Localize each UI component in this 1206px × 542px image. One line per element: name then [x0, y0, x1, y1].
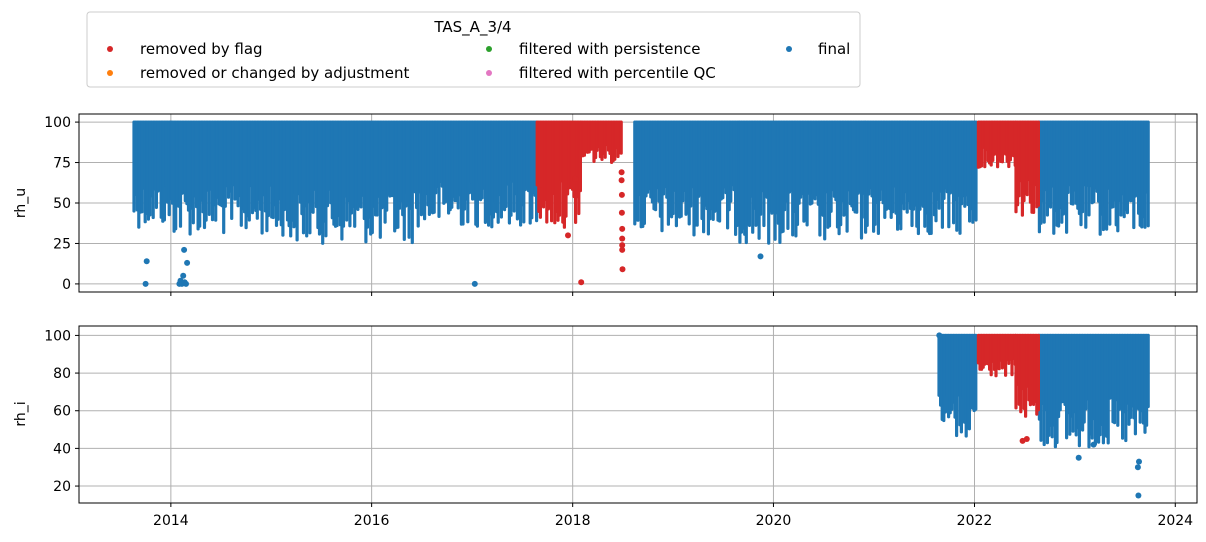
y-tick-label: 20 — [53, 479, 71, 495]
scatter-point-removed-by-flag — [619, 246, 626, 253]
y-tick-label: 50 — [53, 196, 71, 212]
legend-label-percentile: filtered with percentile QC — [519, 64, 716, 82]
scatter-point-final — [183, 280, 189, 287]
x-tick-label: 2018 — [555, 513, 591, 529]
subplot-rh-u-marks — [132, 120, 1150, 287]
scatter-point-final — [1135, 492, 1142, 499]
y-tick-label: 100 — [44, 328, 71, 344]
x-tick-label: 2020 — [756, 513, 792, 529]
scatter-point-removed-by-flag — [619, 242, 626, 249]
legend-label-persistence: filtered with persistence — [519, 40, 700, 58]
subplot-rh-u-yticks: 0 25 50 75 100 — [44, 115, 79, 293]
y-tick-label: 0 — [62, 277, 71, 293]
scatter-point-removed-by-flag — [618, 177, 625, 184]
legend-label-removed-by-flag: removed by flag — [140, 40, 263, 58]
scatter-point-final — [1090, 441, 1097, 448]
legend-label-removed-or-changed: removed or changed by adjustment — [140, 64, 409, 82]
scatter-point-final — [181, 246, 188, 253]
y-tick-label: 40 — [53, 441, 71, 457]
x-tick-label: 2024 — [1157, 513, 1193, 529]
legend-frame — [86, 11, 861, 88]
subplot-rh-i-yticks: 20 40 60 80 100 — [44, 328, 79, 495]
subplot-rh-u: 0 25 50 75 100 rh_u — [13, 113, 1198, 296]
scatter-point-removed-by-flag — [565, 232, 571, 239]
scatter-point-removed-by-flag — [619, 266, 626, 273]
scatter-point-removed-by-flag — [618, 191, 625, 198]
y-tick-label: 60 — [53, 404, 71, 420]
subplot-rh-i: 20 40 60 80 100 2014 2016 2018 2020 2022 2024 rh_… — [13, 325, 1198, 529]
scatter-point-final — [180, 272, 187, 279]
subplot-rh-i-frame — [78, 325, 1198, 504]
scatter-point-removed-by-flag — [618, 169, 625, 176]
legend-marker-persistence — [486, 46, 492, 52]
y-tick-label: 75 — [53, 156, 71, 172]
scatter-point-final — [471, 280, 478, 287]
x-tick-label: 2022 — [957, 513, 993, 529]
subplot-rh-i-ylabel: rh_i — [13, 401, 29, 426]
legend-title: TAS_A_3/4 — [433, 18, 511, 37]
y-tick-label: 80 — [53, 366, 71, 382]
y-tick-label: 25 — [53, 236, 71, 252]
scatter-point-final — [142, 280, 149, 287]
x-tick-label: 2014 — [153, 513, 189, 529]
legend-marker-percentile — [486, 70, 492, 76]
legend: TAS_A_3/4 removed by flag removed or cha… — [86, 11, 861, 88]
scatter-point-final — [184, 259, 191, 266]
y-tick-label: 100 — [44, 115, 71, 131]
scatter-point-removed-by-flag — [619, 235, 626, 242]
subplot-rh-i-marks — [936, 332, 1150, 499]
legend-marker-removed-by-flag — [107, 46, 113, 52]
scatter-point-removed-by-flag — [618, 209, 625, 216]
scatter-point-final — [936, 332, 943, 339]
subplot-rh-u-xticks — [170, 292, 1176, 296]
legend-marker-removed-or-changed — [107, 70, 113, 76]
scatter-point-final — [1134, 464, 1141, 471]
legend-label-final: final — [818, 40, 850, 58]
legend-marker-final — [786, 46, 792, 52]
scatter-point-final — [143, 258, 150, 265]
scatter-point-final — [757, 253, 764, 260]
x-tick-label: 2016 — [354, 513, 390, 529]
scatter-point-final — [1136, 458, 1142, 465]
subplot-rh-u-ylabel: rh_u — [13, 188, 29, 218]
subplot-rh-i-xticks: 2014 2016 2018 2020 2022 2024 — [153, 503, 1193, 529]
scatter-point-removed-by-flag — [619, 225, 626, 232]
scatter-point-removed-by-flag — [572, 175, 579, 182]
scatter-point-final — [1075, 454, 1082, 461]
scatter-point-removed-by-flag — [578, 279, 585, 286]
scatter-point-removed-by-flag — [1023, 436, 1030, 442]
subplot-rh-i-grid — [79, 326, 1197, 503]
